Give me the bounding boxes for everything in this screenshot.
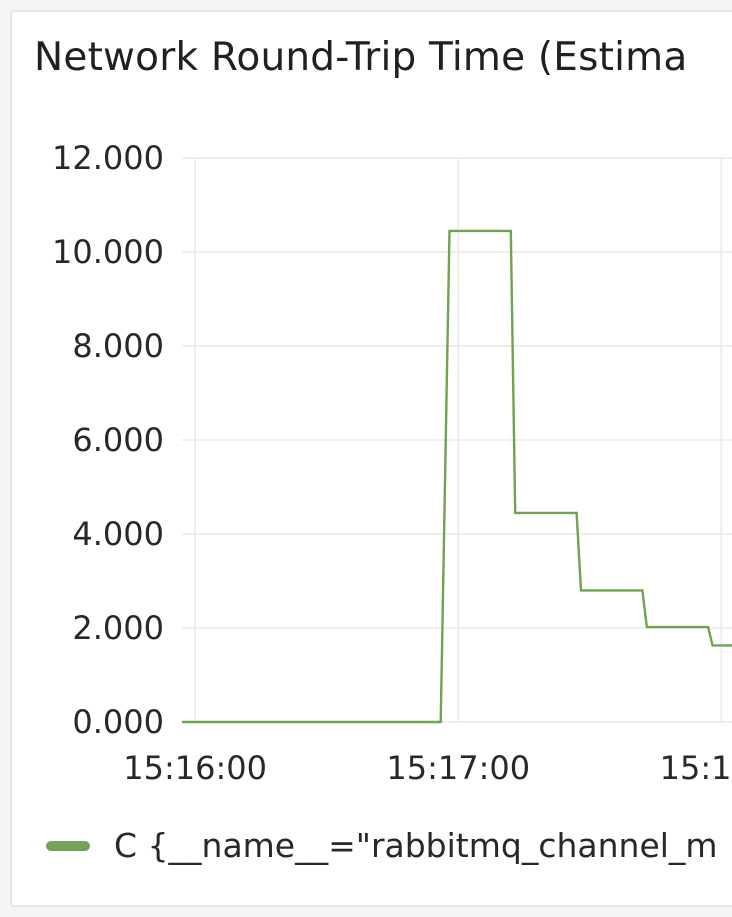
y-tick-label: 10.000 — [52, 233, 164, 271]
x-tick-label: 15:17:00 — [386, 749, 530, 787]
panel-title: Network Round-Trip Time (Estima — [34, 35, 688, 80]
axis-layer: 0.000 2.000 4.000 6.000 8.000 10.000 12.000 15:… — [52, 139, 732, 787]
y-tick-label: 4.000 — [72, 515, 164, 553]
y-tick-label: 6.000 — [72, 421, 164, 459]
series-layer — [182, 229, 732, 724]
chart-panel: Network Round-Trip Time (Estima 0.000 2.0… — [10, 10, 732, 907]
series-line[interactable] — [182, 229, 732, 724]
y-tick-label: 12.000 — [52, 139, 164, 177]
legend[interactable]: C {__name__="rabbitmq_channel_m — [46, 826, 718, 865]
grid-layer — [182, 157, 732, 723]
line-chart: 0.000 2.000 4.000 6.000 8.000 10.000 12.000 15:… — [52, 139, 732, 787]
x-tick-label: 15:18:0 — [660, 749, 732, 787]
legend-label[interactable]: C {__name__="rabbitmq_channel_m — [114, 826, 718, 865]
y-tick-label: 2.000 — [72, 609, 164, 647]
y-tick-label: 8.000 — [72, 327, 164, 365]
y-tick-label: 0.000 — [72, 703, 164, 741]
legend-color-swatch — [46, 840, 90, 851]
x-tick-label: 15:16:00 — [123, 749, 267, 787]
